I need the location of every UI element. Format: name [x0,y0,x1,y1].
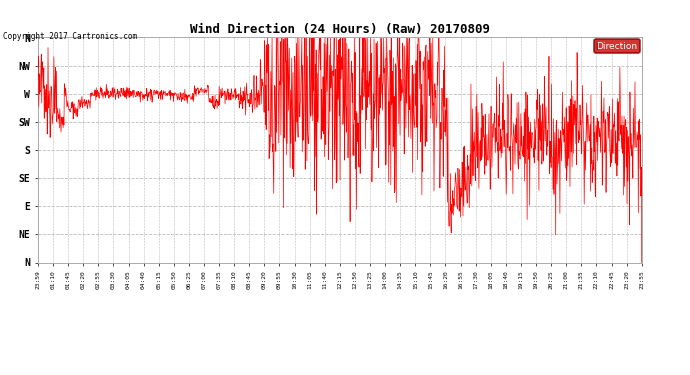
Legend: Direction: Direction [594,39,640,53]
Text: Copyright 2017 Cartronics.com: Copyright 2017 Cartronics.com [3,32,137,41]
Title: Wind Direction (24 Hours) (Raw) 20170809: Wind Direction (24 Hours) (Raw) 20170809 [190,23,490,36]
